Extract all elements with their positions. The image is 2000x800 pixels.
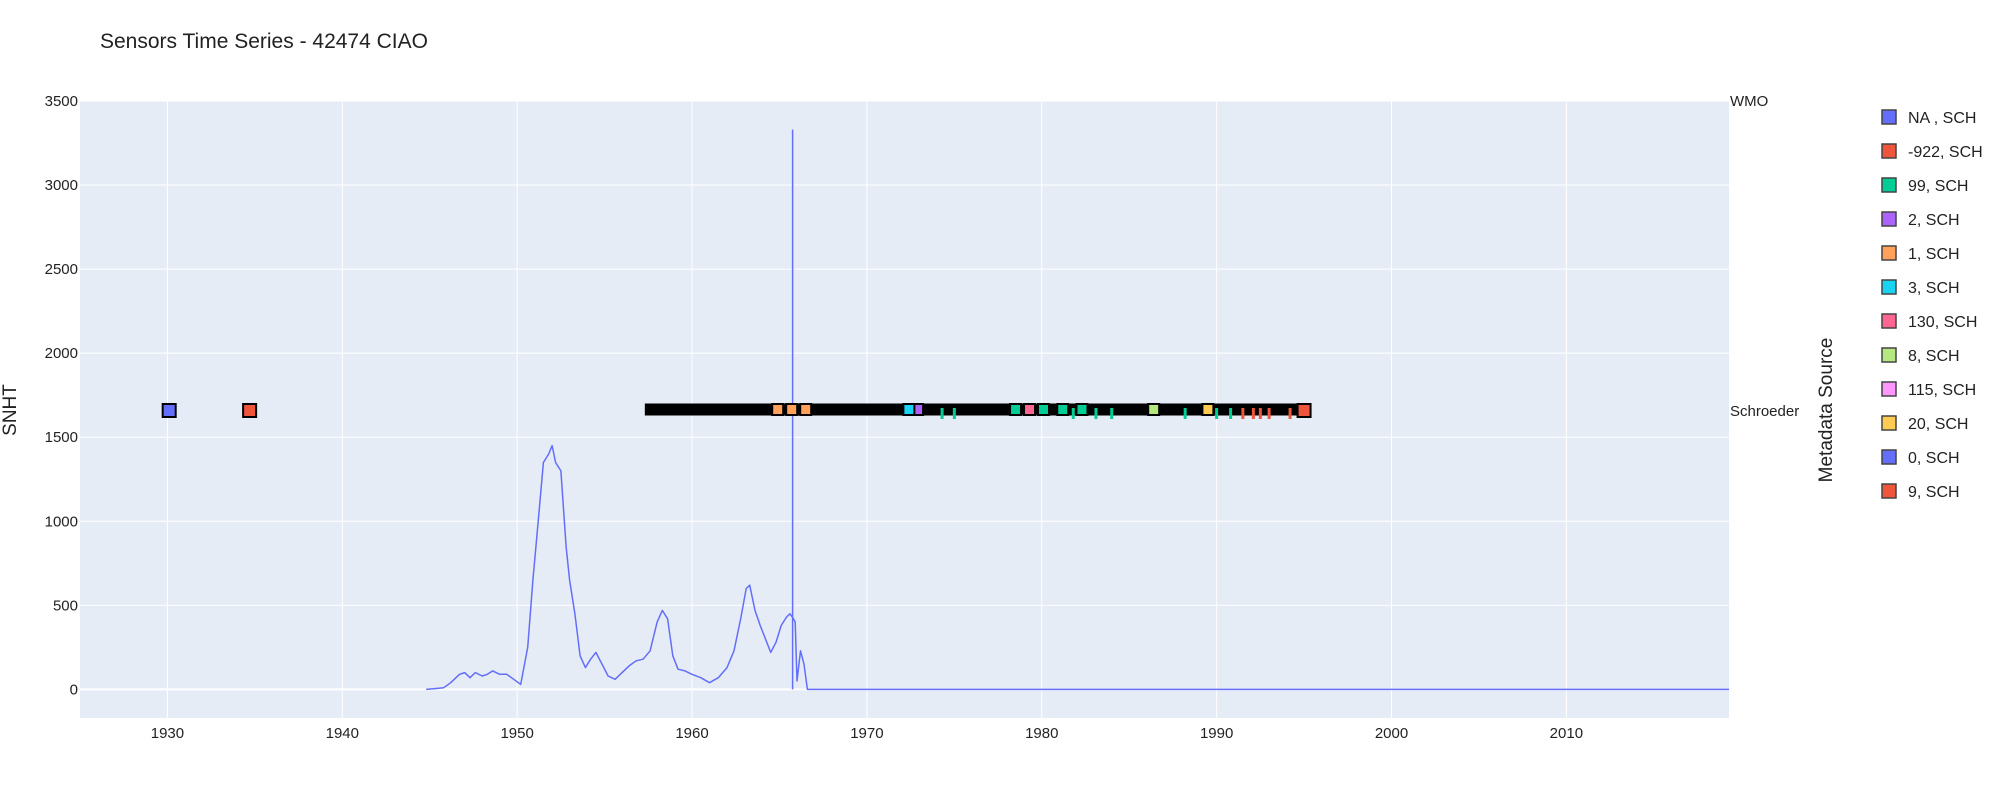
right-label-wmo: WMO bbox=[1730, 93, 1768, 110]
legend-swatch bbox=[1881, 381, 1897, 397]
metadata-marker bbox=[161, 403, 177, 418]
legend-swatch bbox=[1881, 449, 1897, 465]
legend-label: 99, SCH bbox=[1908, 178, 1968, 195]
metadata-marker bbox=[1288, 408, 1292, 419]
x-tick-label: 1980 bbox=[1025, 725, 1058, 742]
legend-label: 0, SCH bbox=[1908, 450, 1960, 467]
legend-label: 115, SCH bbox=[1908, 382, 1976, 399]
legend-label: 130, SCH bbox=[1908, 314, 1977, 331]
metadata-marker bbox=[1071, 408, 1075, 419]
metadata-marker bbox=[785, 403, 799, 416]
y-tick-label: 2500 bbox=[45, 261, 78, 278]
x-tick-label: 1950 bbox=[500, 725, 533, 742]
x-tick-label: 2010 bbox=[1550, 725, 1583, 742]
y-tick-label: 500 bbox=[53, 597, 78, 614]
metadata-marker bbox=[1215, 408, 1219, 419]
x-axis: 1930 1940 1950 1960 1970 1980 1990 2000 2010 bbox=[151, 725, 1583, 742]
metadata-marker bbox=[1009, 403, 1023, 416]
legend-label: 9, SCH bbox=[1908, 484, 1960, 501]
x-tick-label: 2000 bbox=[1375, 725, 1408, 742]
legend-label: -922, SCH bbox=[1908, 144, 1983, 161]
marker-layer bbox=[161, 403, 1312, 419]
metadata-marker bbox=[1037, 403, 1051, 416]
legend-label: 3, SCH bbox=[1908, 280, 1960, 297]
legend-swatch bbox=[1881, 109, 1897, 125]
metadata-marker bbox=[940, 408, 944, 419]
legend-label: 8, SCH bbox=[1908, 348, 1960, 365]
metadata-marker bbox=[1023, 403, 1037, 416]
legend-swatch bbox=[1881, 143, 1897, 159]
metadata-marker bbox=[1201, 403, 1215, 416]
metadata-marker bbox=[902, 403, 916, 416]
chart-title: Sensors Time Series - 42474 CIAO bbox=[100, 30, 428, 53]
metadata-marker bbox=[1094, 408, 1098, 419]
y-tick-label: 1500 bbox=[45, 429, 78, 446]
legend-label: 2, SCH bbox=[1908, 212, 1960, 229]
y-axis: 0 500 1000 1500 2000 2500 3000 3500 bbox=[45, 93, 78, 698]
metadata-marker bbox=[1147, 403, 1161, 416]
metadata-marker bbox=[799, 403, 813, 416]
legend-swatch bbox=[1881, 177, 1897, 193]
metadata-marker bbox=[1110, 408, 1114, 419]
metadata-marker bbox=[242, 403, 258, 418]
metadata-marker bbox=[1056, 403, 1070, 416]
legend-swatch bbox=[1881, 483, 1897, 499]
right-label-schroeder: Schroeder bbox=[1730, 403, 1799, 420]
x-tick-label: 1970 bbox=[850, 725, 883, 742]
metadata-marker bbox=[1075, 403, 1089, 416]
y-tick-label: 1000 bbox=[45, 513, 78, 530]
metadata-marker bbox=[1267, 408, 1271, 419]
metadata-marker bbox=[771, 403, 785, 416]
legend-label: 20, SCH bbox=[1908, 416, 1968, 433]
legend-swatch bbox=[1881, 279, 1897, 295]
legend-swatch bbox=[1881, 415, 1897, 431]
x-tick-label: 1940 bbox=[326, 725, 359, 742]
legend-swatch bbox=[1881, 347, 1897, 363]
legend: NA , SCH -922, SCH 99, SCH 2, SCH 1, SCH 3, S… bbox=[1881, 109, 1983, 501]
legend-label: NA , SCH bbox=[1908, 110, 1976, 127]
legend-swatch bbox=[1881, 245, 1897, 261]
metadata-marker bbox=[1258, 408, 1262, 419]
x-tick-label: 1930 bbox=[151, 725, 184, 742]
legend-label: 1, SCH bbox=[1908, 246, 1960, 263]
metadata-marker bbox=[1229, 408, 1233, 419]
metadata-marker bbox=[1183, 408, 1187, 419]
y-tick-label: 3500 bbox=[45, 93, 78, 110]
metadata-marker bbox=[1296, 403, 1312, 418]
legend-title: Metadata Source bbox=[1816, 338, 1837, 483]
y-tick-label: 2000 bbox=[45, 345, 78, 362]
x-tick-label: 1990 bbox=[1200, 725, 1233, 742]
metadata-marker bbox=[1251, 408, 1255, 419]
metadata-marker bbox=[1241, 408, 1245, 419]
metadata-marker bbox=[952, 408, 956, 419]
x-tick-label: 1960 bbox=[675, 725, 708, 742]
series-line bbox=[426, 444, 1729, 691]
legend-swatch bbox=[1881, 313, 1897, 329]
legend-swatch bbox=[1881, 211, 1897, 227]
y-tick-label: 0 bbox=[70, 681, 78, 698]
y-axis-label: SNHT bbox=[0, 384, 21, 436]
y-tick-label: 3000 bbox=[45, 177, 78, 194]
